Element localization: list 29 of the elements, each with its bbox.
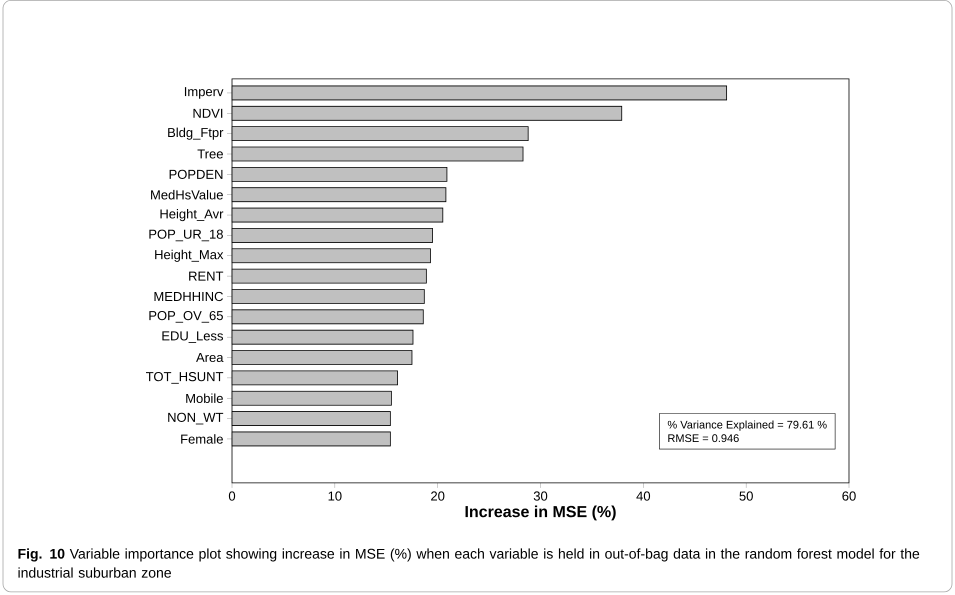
y-tick-label: Bldg_Ftpr [168, 128, 224, 140]
y-tick-label: POP_UR_18 [149, 230, 223, 242]
x-axis-title: Increase in MSE (%) [466, 506, 616, 520]
y-tick-label: EDU_Less [162, 331, 223, 343]
y-tick-label: Height_Max [155, 250, 224, 262]
y-tick-label: Female [181, 434, 223, 444]
y-tick-label: Tree [198, 150, 223, 159]
y-tick-label: POPDEN [170, 170, 222, 179]
y-tick-label: Imperv [184, 87, 224, 99]
y-tick-label: POP_OV_65 [149, 311, 223, 323]
x-tick-label: 20 [431, 491, 444, 501]
x-tick-label: 10 [328, 491, 342, 501]
y-tick-label: Height_Avr [160, 209, 224, 222]
y-tick-label: NON_WT [168, 412, 224, 424]
y-tick-label: NDVI [193, 108, 222, 118]
x-tick-label: 0 [228, 491, 236, 501]
x-tick-label: 30 [534, 491, 548, 501]
text: Fig. 10 Variable importance plot showing increase in MSE (%) when each variable is held in out-of-bag data in the random forest model for the industrial suburban zone [18, 548, 920, 578]
annotation: RMSE = 0.946 [668, 434, 739, 442]
annotation: % Variance Explained = 79.61 % [668, 420, 827, 431]
x-tick-label: 40 [636, 491, 650, 501]
y-tick-label: Area [196, 353, 224, 362]
x-tick-label: 50 [739, 491, 753, 501]
y-tick-label: Mobile [186, 394, 223, 404]
y-tick-label: MEDHHINC [154, 292, 223, 302]
x-tick-label: 60 [842, 491, 856, 501]
y-tick-label: RENT [189, 272, 224, 281]
y-tick-label: TOT_HSUNT [146, 372, 224, 384]
y-tick-label: MedHsValue [151, 190, 223, 200]
